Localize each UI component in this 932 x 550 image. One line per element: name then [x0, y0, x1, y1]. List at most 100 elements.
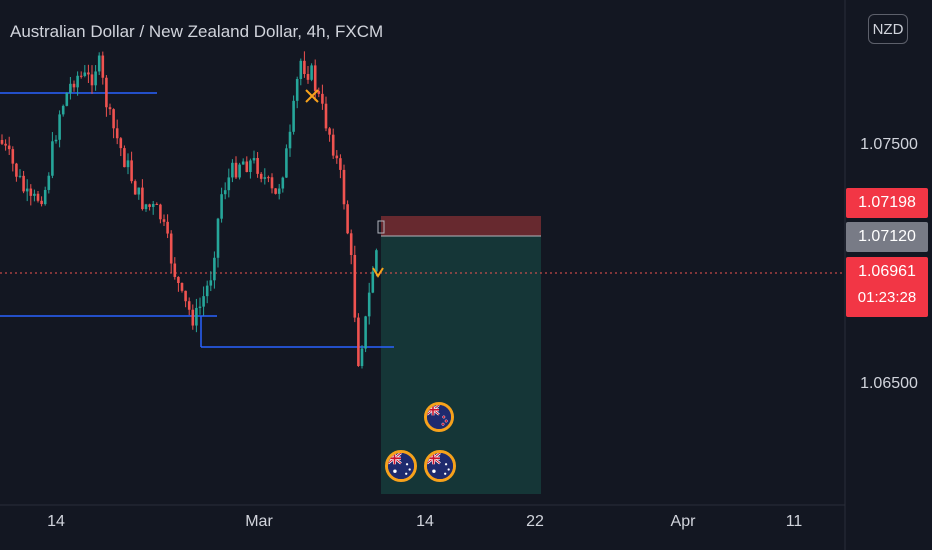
candle-body [40, 200, 43, 205]
time-tick: 11 [785, 513, 803, 530]
nz-flag-icon[interactable] [424, 402, 454, 432]
candle-body [155, 203, 159, 205]
candle-body [202, 296, 205, 307]
candle-body [198, 306, 202, 308]
candle-body [162, 219, 166, 222]
current-price-tag: 1.06961 01:23:28 [846, 257, 928, 317]
candle-body [241, 161, 245, 165]
candle-body [130, 160, 133, 182]
candle-body [112, 109, 115, 129]
candle-body [324, 103, 328, 129]
candle-body [51, 141, 54, 176]
candle-body [191, 309, 195, 326]
candle-body [177, 276, 180, 283]
candle-body [270, 177, 274, 189]
candle-body [349, 233, 353, 256]
pattern-marker [305, 89, 319, 103]
candle-body [65, 93, 69, 106]
candle-body [310, 65, 313, 80]
candle-body [295, 78, 299, 101]
candle-body [227, 177, 231, 191]
candle-body [313, 65, 317, 92]
price-tick: 1.06500 [860, 375, 918, 392]
candle-body [108, 107, 112, 110]
candle-body [277, 188, 281, 194]
candle-body [321, 93, 324, 104]
candle-body [97, 55, 101, 72]
candle-body [119, 138, 123, 149]
candle-body [33, 193, 36, 196]
candle-body [288, 131, 292, 149]
candle-body [184, 290, 187, 302]
candle-body [159, 204, 162, 220]
candle-body [15, 163, 18, 177]
candle-body [256, 158, 259, 174]
candle-body [72, 83, 76, 88]
candle-body [299, 60, 303, 79]
candle-body [274, 188, 277, 194]
symbol-title: Australian Dollar / New Zealand Dollar, … [10, 22, 384, 41]
candle-body [187, 301, 191, 310]
candle-body [61, 105, 65, 115]
candle-body [137, 187, 141, 195]
entry-handle[interactable] [377, 220, 385, 234]
candle-body [209, 280, 213, 286]
candle-body [133, 181, 137, 195]
candle-body [281, 177, 285, 189]
candle-body [144, 204, 148, 210]
candle-body [195, 307, 198, 326]
price-tick: 1.07500 [860, 136, 918, 153]
candle-body [303, 60, 306, 75]
candle-body [213, 257, 216, 281]
candle-body [11, 149, 15, 164]
time-tick: 22 [526, 513, 544, 530]
candle-body [234, 162, 238, 178]
time-tick: Apr [670, 513, 696, 530]
candle-body [123, 148, 126, 168]
current-price-value: 1.06961 [858, 263, 916, 280]
candle-body [18, 175, 22, 177]
candle-body [94, 71, 97, 86]
stop-zone[interactable] [381, 216, 541, 236]
time-tick: 14 [47, 513, 65, 530]
candle-body [90, 74, 94, 86]
candle-body [339, 158, 342, 170]
candle-body [58, 114, 61, 140]
candle-body [238, 164, 241, 178]
candle-body [335, 155, 339, 159]
candle-body [245, 161, 249, 172]
candlesticks [0, 51, 378, 369]
candle-body [371, 271, 375, 293]
candle-body [79, 75, 83, 77]
candle-body [76, 75, 79, 88]
candle-body [105, 77, 108, 108]
candle-body [141, 187, 144, 210]
candle-body [331, 134, 335, 156]
au-flag-icon[interactable] [424, 450, 456, 482]
bar-countdown: 01:23:28 [857, 289, 917, 306]
candle-body [126, 160, 130, 168]
entry-price-tag: 1.07120 [846, 222, 928, 252]
candle-body [263, 177, 267, 179]
candle-body [0, 140, 4, 144]
candle-body [360, 348, 364, 367]
candle-body [285, 148, 288, 178]
candle-body [342, 169, 346, 205]
currency-button[interactable]: NZD [868, 14, 908, 44]
candle-body [252, 158, 256, 161]
candle-body [43, 189, 47, 205]
candle-body [22, 175, 25, 192]
candle-body [353, 255, 357, 318]
candle-body [148, 204, 151, 207]
candle-body [87, 72, 90, 75]
candle-body [346, 204, 349, 234]
candle-body [166, 221, 169, 234]
candle-body [29, 188, 33, 196]
candle-body [259, 173, 263, 179]
candle-body [7, 145, 11, 150]
candle-body [231, 162, 234, 178]
au-flag-icon[interactable] [385, 450, 417, 482]
candle-body [4, 143, 7, 146]
candle-body [364, 316, 367, 349]
